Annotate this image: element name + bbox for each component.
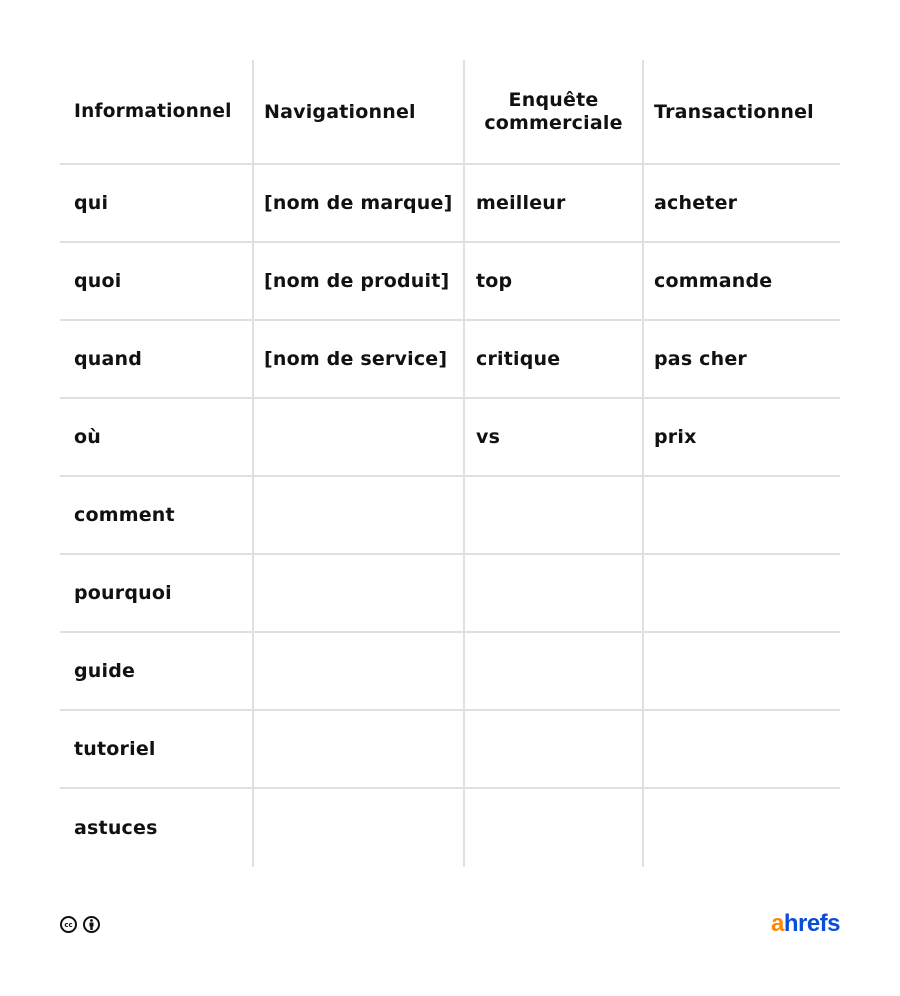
- license-icons: cc: [60, 916, 100, 933]
- table-cell: [nom de produit]: [254, 243, 465, 321]
- table-cell: pourquoi: [60, 555, 254, 633]
- table-cell: quoi: [60, 243, 254, 321]
- logo-part-a: a: [770, 910, 784, 937]
- table-cell: [254, 399, 465, 477]
- table-cell: [644, 789, 840, 867]
- table-cell: [254, 711, 465, 789]
- attribution-icon: [83, 916, 100, 933]
- table-cell: comment: [60, 477, 254, 555]
- ahrefs-logo: ahrefs: [770, 910, 841, 938]
- table-cell: [465, 633, 644, 711]
- header-navigationnel: Navigationnel: [254, 60, 465, 165]
- table-cell: meilleur: [465, 165, 644, 243]
- table-cell: astuces: [60, 789, 254, 867]
- search-intent-table: Informationnel Navigationnel Enquête com…: [60, 60, 840, 867]
- table-cell: tutoriel: [60, 711, 254, 789]
- logo-part-hrefs: hrefs: [783, 910, 841, 937]
- table-cell: [465, 711, 644, 789]
- header-enquete-commerciale: Enquête commerciale: [465, 60, 644, 165]
- table-cell: commande: [644, 243, 840, 321]
- table-cell: [nom de marque]: [254, 165, 465, 243]
- table-cell: [465, 555, 644, 633]
- table-cell: critique: [465, 321, 644, 399]
- table-cell: quand: [60, 321, 254, 399]
- table-cell: acheter: [644, 165, 840, 243]
- header-informationnel: Informationnel: [60, 60, 254, 165]
- table-cell: qui: [60, 165, 254, 243]
- table-cell: guide: [60, 633, 254, 711]
- table-cell: prix: [644, 399, 840, 477]
- table-cell: où: [60, 399, 254, 477]
- table-cell: [644, 555, 840, 633]
- table-cell: [254, 789, 465, 867]
- header-transactionnel: Transactionnel: [644, 60, 840, 165]
- table-cell: [465, 789, 644, 867]
- table-cell: [644, 477, 840, 555]
- table-cell: top: [465, 243, 644, 321]
- table-cell: [254, 477, 465, 555]
- cc-icon: cc: [60, 916, 77, 933]
- table-cell: [644, 633, 840, 711]
- table-cell: [nom de service]: [254, 321, 465, 399]
- table-cell: [644, 711, 840, 789]
- table-cell: [254, 633, 465, 711]
- table-cell: [465, 477, 644, 555]
- table-cell: [254, 555, 465, 633]
- table-cell: pas cher: [644, 321, 840, 399]
- table-cell: vs: [465, 399, 644, 477]
